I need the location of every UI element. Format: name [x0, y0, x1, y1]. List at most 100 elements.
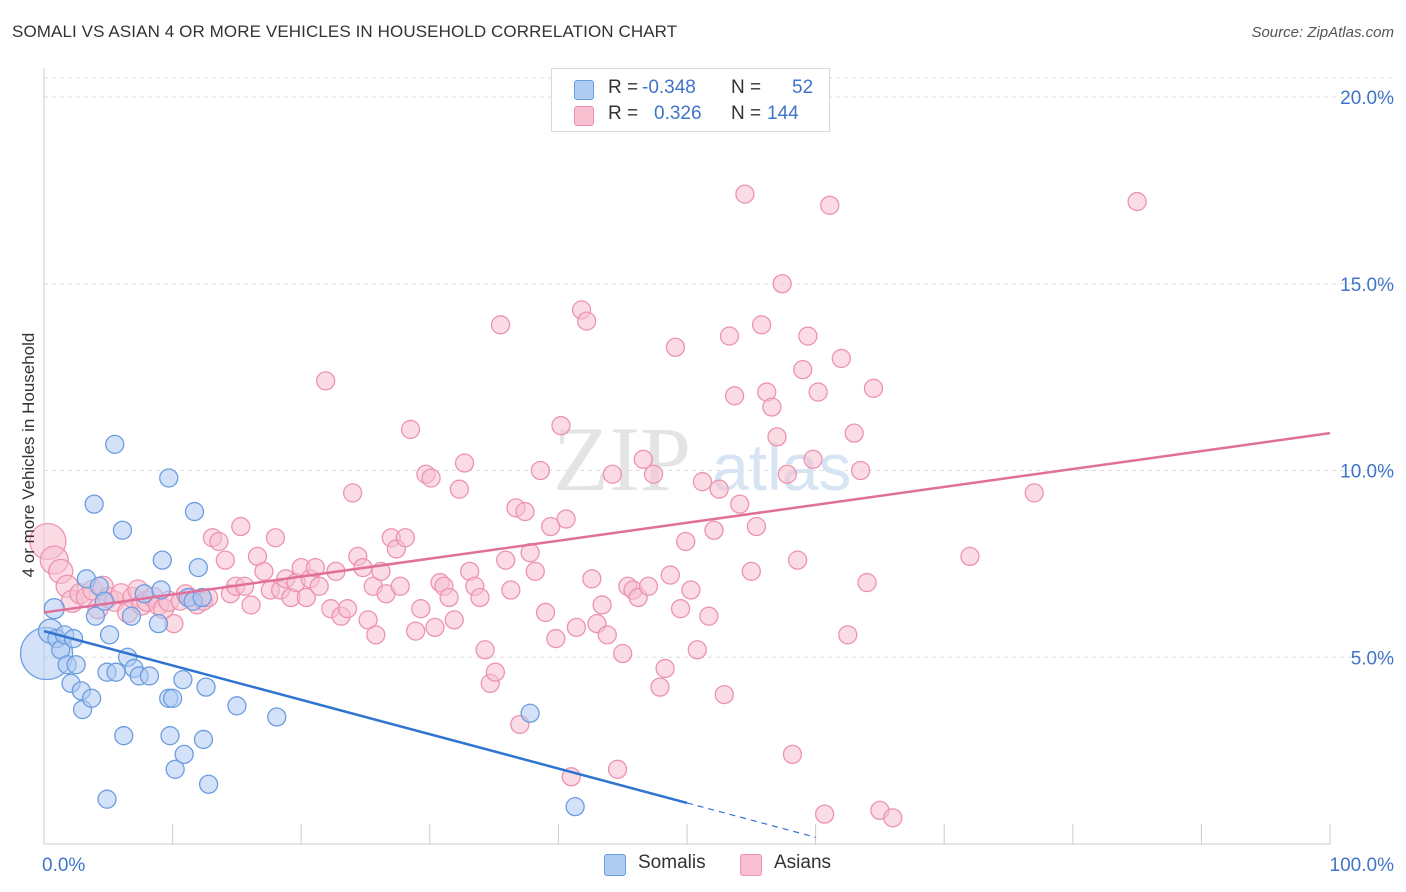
asian-trend-line	[43, 431, 1331, 614]
asian-point	[719, 326, 740, 346]
somalis-label: Somalis	[638, 852, 706, 873]
asian-point	[444, 610, 464, 630]
asian-point	[850, 460, 871, 481]
asian-point	[566, 617, 587, 638]
asian-point	[803, 449, 823, 469]
asian-point	[650, 677, 670, 697]
somali-point	[152, 550, 172, 570]
chart-title: SOMALI VS ASIAN 4 OR MORE VEHICLES IN HO…	[12, 22, 678, 41]
asian-point	[735, 184, 755, 204]
asian-point	[602, 464, 623, 484]
asian-point	[660, 565, 680, 585]
asian-point	[215, 550, 235, 570]
asian-point	[241, 595, 261, 615]
y-tick-label: 15.0%	[1340, 275, 1394, 296]
somali-point	[192, 587, 212, 608]
somali-points	[19, 434, 585, 817]
somali-trend-line	[43, 629, 688, 805]
asian-point	[724, 386, 745, 406]
asian-r-value: 0.326	[654, 103, 702, 124]
somalis-swatch	[604, 854, 626, 876]
asian-point	[857, 572, 877, 593]
x-tick-label: 100.0%	[1330, 855, 1395, 876]
asian-point	[425, 617, 445, 638]
asian-point	[714, 684, 734, 705]
asian-point	[501, 580, 521, 600]
y-axis-label: 4 or more Vehicles in Household	[19, 333, 38, 578]
asian-point	[515, 501, 535, 522]
asian-point	[814, 804, 835, 824]
asian-point	[582, 569, 602, 589]
source-label: Source: ZipAtlas.com	[1251, 24, 1394, 41]
asian-point	[530, 460, 551, 481]
asian-point	[395, 528, 416, 548]
asian-point	[863, 378, 884, 398]
asian-point	[421, 468, 441, 488]
asian-point	[613, 643, 633, 664]
somali-point	[267, 707, 287, 727]
asian-point	[454, 453, 475, 473]
asian-point	[741, 561, 761, 581]
asian-point	[655, 658, 675, 679]
asian-point	[358, 610, 378, 630]
asian-point	[309, 576, 329, 596]
y-tick-label: 5.0%	[1351, 648, 1394, 669]
somali-point	[84, 494, 104, 514]
somali-point	[193, 729, 214, 750]
somali-point	[148, 613, 169, 634]
somali-point	[173, 670, 193, 690]
asian-point	[439, 587, 459, 608]
somali-point	[520, 703, 540, 723]
asian-point	[709, 479, 729, 499]
asian-point	[676, 531, 696, 552]
asian-point	[411, 599, 431, 619]
asian-point	[541, 516, 561, 537]
asian-point	[577, 311, 597, 331]
asian-point	[692, 472, 713, 492]
asian-point	[820, 195, 840, 215]
somali-point	[105, 434, 125, 455]
axes	[43, 68, 1331, 845]
somali-point	[196, 677, 216, 697]
asian-point	[643, 464, 664, 484]
somali-point	[121, 606, 142, 626]
asian-point	[787, 550, 808, 570]
y-tick-label: 10.0%	[1340, 462, 1394, 483]
somali-point	[165, 759, 185, 779]
somali-point	[97, 789, 117, 809]
asian-point	[296, 587, 316, 608]
somali-n-label: N =	[731, 77, 767, 98]
asian-point	[638, 576, 659, 596]
asian-point	[687, 640, 707, 660]
asian-point	[730, 494, 750, 514]
asian-point	[337, 599, 358, 619]
asian-point	[704, 520, 724, 540]
asian-point	[597, 625, 617, 645]
asian-point	[254, 561, 274, 581]
somali-point	[66, 655, 86, 675]
asian-point	[699, 606, 719, 626]
asian-point	[751, 315, 772, 335]
asian-point	[762, 397, 782, 417]
asian-point	[231, 516, 251, 537]
asian-point	[1024, 483, 1044, 503]
asian-point	[960, 546, 980, 567]
asian-point	[209, 531, 229, 552]
somali-point	[188, 557, 208, 578]
asian-point	[772, 274, 792, 294]
asian-point	[556, 509, 576, 529]
asian-n-label: N =	[731, 103, 767, 124]
asian-point	[592, 595, 612, 615]
asian-point	[470, 587, 490, 608]
somali-r-value: -0.348	[642, 77, 696, 98]
asian-point	[475, 640, 495, 660]
asian-point	[551, 416, 571, 436]
asian-point	[831, 348, 851, 369]
somali-n-value: 52	[792, 77, 814, 98]
asian-point	[406, 621, 426, 641]
somali-point	[85, 606, 106, 626]
asian-point	[883, 808, 903, 828]
somali-point	[198, 774, 219, 794]
somali-point	[94, 591, 115, 611]
somali-point	[112, 520, 133, 540]
